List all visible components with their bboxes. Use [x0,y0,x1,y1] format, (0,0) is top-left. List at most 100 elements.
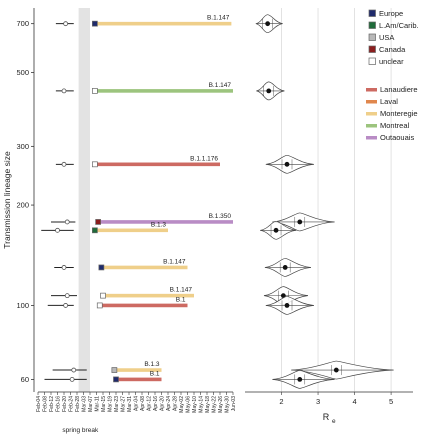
legend-region-label: Montreal [380,121,410,130]
tmrca-point [71,367,77,373]
x-axis-title: R [323,412,330,422]
x-tick-label: Apr-28 [173,396,179,411]
legend-origin-label: L.Am/Carib. [379,21,419,30]
origin-square [95,219,101,225]
x-tick-label: Feb-24 [69,396,75,412]
legend-origin-swatch [368,45,376,53]
x-tick-label: May-06 [186,396,192,413]
re-point [265,21,271,27]
lineage-label: B.1.147 [209,82,232,89]
tmrca-point [64,219,70,225]
lineage-label: B.1.147 [163,258,186,265]
origin-square [92,161,98,168]
y-axis-title: Transmission lineage size [2,151,12,249]
origin-square [113,376,119,383]
x-tick-label: Mar-23 [114,396,120,412]
tmrca-point [61,161,67,167]
x-tick-label: Feb-12 [49,396,55,412]
tmrca-point [55,227,60,233]
origin-square [92,20,98,27]
legend-origin-swatch [368,33,376,41]
lineage-bar [114,368,162,372]
legend-region-swatch [366,112,377,116]
x-tick-label: May-14 [199,396,205,413]
lineage-label: B.1.3 [144,361,160,368]
legend-origin-swatch [368,57,376,65]
legend-origin-swatch [368,9,376,17]
re-violin-panel: 2 3 4 5 R e [245,8,413,425]
x-tick-label: Apr-20 [160,396,166,411]
lineage-bar [94,228,168,233]
lineage-label: B.1.147 [207,15,230,22]
lineage-bar [101,265,188,270]
tmrca-point [63,303,69,308]
x-tick-label: 2 [279,397,283,406]
origin-square [92,227,98,234]
origin-square [100,292,106,299]
tmrca-point [64,293,70,299]
x-tick-label: 3 [316,397,320,406]
x-tick-label: Feb-28 [75,396,81,412]
legend-origin-label: Europe [379,9,403,18]
x-tick-label: May-10 [192,396,198,413]
x-tick-label: Mar-11 [95,396,101,412]
lineage-bar [99,303,188,308]
x-tick-label: Feb-08 [43,396,49,412]
lineage-label: B.1.3 [151,221,167,228]
x-tick-label: Apr-04 [134,396,140,411]
x-tick-label: Mar-15 [101,396,107,412]
lineage-bar [94,162,220,167]
legend-region-swatch [366,124,377,128]
x-tick-label: Mar-07 [88,396,94,412]
y-tick-label: 200 [16,201,29,210]
re-point [266,88,272,94]
origin-square [111,367,118,373]
lineage-label: B.1.147 [170,287,193,294]
x-tick-label: Mar-19 [108,396,114,412]
x-tick-label: Mar-27 [121,396,127,412]
x-tick-label: May-18 [205,396,211,413]
y-tick-label: 100 [16,301,29,310]
x-axis-title-sub: e [332,418,336,425]
legend-region-label: Lanaudiere [380,85,418,94]
lineage-bar [98,220,233,224]
tmrca-point [69,377,75,382]
x-tick-label: Mar-31 [127,396,133,412]
x-tick-label: May-22 [212,396,218,413]
re-point [333,367,339,373]
re-point [297,219,303,225]
lineage-label: B.1 [176,296,186,303]
lineage-label: B.1.1.176 [190,155,218,162]
origin-square [98,264,105,271]
x-tick-label: Jun-03 [231,396,237,412]
tmrca-point [61,88,67,94]
legend-origin-label: USA [379,33,394,42]
x-tick-label: May-26 [218,396,224,413]
legend-region-swatch [366,100,377,104]
spring-break-label: spring break [62,427,99,434]
origin-square [96,302,103,309]
legend-origin-label: unclear [379,57,404,66]
re-point [282,265,288,270]
timeline-panel: spring break 60 100 200 300 500 700 Transmissio… [2,8,237,434]
legend-origin-label: Canada [379,45,406,54]
legend-region-swatch [366,136,377,140]
tmrca-point [63,21,69,27]
lineage-bar [103,293,194,298]
tmrca-point [61,265,67,270]
lineage-label: B.1.350 [209,213,232,220]
legend-region-swatch [366,88,377,92]
y-tick-label: 60 [21,375,29,384]
x-tick-label: Feb-16 [56,396,62,412]
x-tick-label: Feb-04 [36,396,42,412]
legend: Europe L.Am/Carib. USA Canada unclear Lanaudi… [366,9,419,142]
legend-region-label: Outaouais [380,133,414,142]
re-point [284,303,290,308]
spring-break-band [78,8,90,392]
y-tick-label: 500 [16,68,29,77]
x-tick-label: 4 [352,397,356,406]
x-tick-label: Apr-12 [147,396,153,411]
legend-origin-swatch [368,21,376,29]
legend-region-label: Monteregie [380,109,418,118]
x-tick-label: 5 [389,397,393,406]
